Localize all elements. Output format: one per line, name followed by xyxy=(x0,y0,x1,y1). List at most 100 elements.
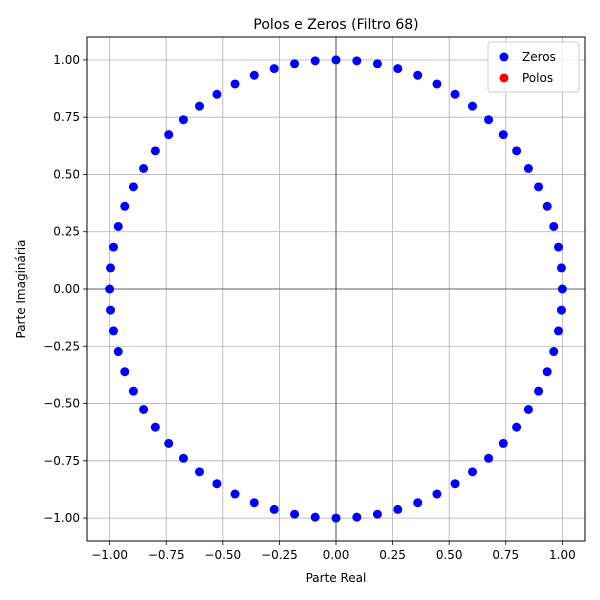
legend-marker-polos xyxy=(499,73,509,83)
data-point-zeros xyxy=(450,89,460,99)
data-point-zeros xyxy=(523,405,533,415)
data-point-zeros xyxy=(290,59,300,69)
legend-label-zeros: Zeros xyxy=(522,50,556,64)
data-point-zeros xyxy=(554,326,564,336)
data-point-zeros xyxy=(549,221,559,231)
data-point-zeros xyxy=(106,263,116,273)
data-point-zeros xyxy=(230,79,240,89)
data-point-zeros xyxy=(432,79,442,89)
y-tick-label: −0.75 xyxy=(43,454,80,468)
data-point-zeros xyxy=(512,422,522,432)
data-points xyxy=(105,55,567,523)
data-point-zeros xyxy=(352,56,362,66)
data-point-zeros xyxy=(178,453,188,463)
x-tick-label: 0.50 xyxy=(436,548,463,562)
data-point-zeros xyxy=(113,221,123,231)
data-point-zeros xyxy=(484,453,494,463)
data-point-zeros xyxy=(269,64,279,74)
x-axis-label: Parte Real xyxy=(306,571,367,585)
legend-marker-zeros xyxy=(499,52,509,62)
data-point-zeros xyxy=(106,305,116,315)
data-point-zeros xyxy=(139,163,149,173)
data-point-zeros xyxy=(484,115,494,125)
x-axis-ticks: −1.00 −0.75 −0.50 −0.25 0.00 0.25 0.50 0.75 1.00 xyxy=(91,541,576,562)
data-point-zeros xyxy=(108,326,118,336)
data-point-zeros xyxy=(195,467,205,477)
y-axis-ticks: −1.00 −0.75 −0.50 −0.25 0.00 0.25 0.50 0.75 1.00 xyxy=(43,53,87,525)
y-tick-label: 0.75 xyxy=(53,110,80,124)
data-point-zeros xyxy=(195,101,205,111)
data-point-zeros xyxy=(164,130,174,140)
legend-label-polos: Polos xyxy=(522,71,553,85)
data-point-zeros xyxy=(413,70,423,80)
data-point-zeros xyxy=(249,70,259,80)
data-point-zeros xyxy=(150,422,160,432)
reference-lines xyxy=(87,37,585,541)
y-tick-label: 0.25 xyxy=(53,225,80,239)
data-point-zeros xyxy=(105,284,115,294)
data-point-zeros xyxy=(290,509,300,519)
data-point-zeros xyxy=(352,512,362,522)
data-point-zeros xyxy=(372,59,382,69)
data-point-zeros xyxy=(523,163,533,173)
x-tick-label: −0.50 xyxy=(204,548,241,562)
data-point-zeros xyxy=(549,347,559,357)
data-point-zeros xyxy=(310,512,320,522)
y-tick-label: −0.25 xyxy=(43,339,80,353)
data-point-zeros xyxy=(269,504,279,514)
data-point-zeros xyxy=(393,64,403,74)
data-point-zeros xyxy=(498,130,508,140)
data-point-zeros xyxy=(230,489,240,499)
legend: Zeros Polos xyxy=(487,41,580,93)
y-tick-label: −1.00 xyxy=(43,511,80,525)
data-point-zeros xyxy=(467,101,477,111)
x-tick-label: 1.00 xyxy=(549,548,576,562)
data-point-zeros xyxy=(249,498,259,508)
data-point-zeros xyxy=(331,55,341,65)
x-tick-label: −0.25 xyxy=(261,548,298,562)
data-point-zeros xyxy=(212,89,222,99)
x-tick-label: 0.00 xyxy=(323,548,350,562)
x-tick-label: 0.25 xyxy=(379,548,406,562)
data-point-zeros xyxy=(150,146,160,156)
data-point-zeros xyxy=(120,367,130,377)
data-point-zeros xyxy=(534,182,544,192)
data-point-zeros xyxy=(113,347,123,357)
data-point-zeros xyxy=(212,479,222,489)
chart-title: Polos e Zeros (Filtro 68) xyxy=(253,17,418,33)
data-point-zeros xyxy=(393,504,403,514)
data-point-zeros xyxy=(310,56,320,66)
data-point-zeros xyxy=(542,201,552,211)
data-point-zeros xyxy=(556,263,566,273)
x-tick-label: 0.75 xyxy=(492,548,519,562)
data-point-zeros xyxy=(432,489,442,499)
data-point-zeros xyxy=(557,284,567,294)
data-point-zeros xyxy=(372,509,382,519)
data-point-zeros xyxy=(128,182,138,192)
data-point-zeros xyxy=(178,115,188,125)
y-tick-label: 0.00 xyxy=(53,282,80,296)
data-point-zeros xyxy=(467,467,477,477)
y-axis-label: Parte Imaginária xyxy=(14,240,28,339)
data-point-zeros xyxy=(108,242,118,252)
x-tick-label: −0.75 xyxy=(148,548,185,562)
data-point-zeros xyxy=(554,242,564,252)
y-tick-label: 0.50 xyxy=(53,167,80,181)
y-tick-label: −0.50 xyxy=(43,397,80,411)
data-point-zeros xyxy=(413,498,423,508)
data-point-zeros xyxy=(542,367,552,377)
data-point-zeros xyxy=(331,513,341,523)
data-point-zeros xyxy=(556,305,566,315)
data-point-zeros xyxy=(498,438,508,448)
data-point-zeros xyxy=(120,201,130,211)
data-point-zeros xyxy=(128,386,138,396)
data-point-zeros xyxy=(512,146,522,156)
legend-frame xyxy=(487,41,580,93)
data-point-zeros xyxy=(164,438,174,448)
data-point-zeros xyxy=(534,386,544,396)
x-tick-label: −1.00 xyxy=(91,548,128,562)
data-point-zeros xyxy=(139,405,149,415)
y-tick-label: 1.00 xyxy=(53,53,80,67)
